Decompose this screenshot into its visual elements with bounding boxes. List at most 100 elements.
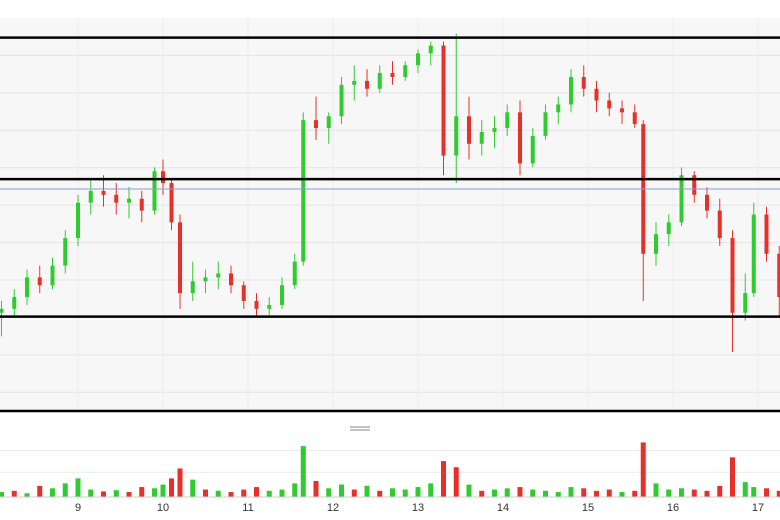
candle-body (467, 116, 471, 144)
volume-bar (377, 490, 383, 497)
candle (679, 167, 684, 227)
candle-body (139, 198, 144, 211)
candle-body (152, 171, 157, 211)
volume-bar (653, 483, 659, 497)
candle (12, 289, 17, 317)
volume-bar (679, 488, 684, 497)
volume-bar (742, 482, 748, 497)
candle (403, 61, 408, 81)
candle (339, 76, 344, 125)
volume-bar (215, 490, 221, 497)
volume-bar (543, 490, 548, 497)
candle (203, 269, 208, 294)
x-tick-label: 10 (157, 502, 169, 514)
candle-body (50, 265, 55, 286)
candle (717, 198, 722, 246)
volume-bar (751, 487, 757, 497)
volume-bar (160, 484, 166, 497)
x-tick-label: 17 (752, 502, 764, 514)
volume-bar (190, 479, 196, 497)
price-pane-background (0, 18, 780, 411)
volume-grid (0, 450, 780, 473)
volume-bar (169, 478, 174, 497)
x-tick-label: 11 (242, 502, 253, 514)
volume-bar (466, 484, 472, 497)
volume-bar (606, 489, 612, 497)
candle-body (705, 194, 709, 211)
candle (428, 41, 433, 66)
pane-resize-handle[interactable] (350, 426, 370, 431)
x-tick-label: 16 (667, 502, 679, 514)
candle (632, 104, 637, 129)
volume-bar (568, 487, 574, 497)
volume-bar (504, 488, 510, 497)
candle-body (730, 238, 735, 313)
candle (314, 96, 318, 140)
candle-body (632, 112, 637, 125)
candle-body (63, 238, 68, 266)
candle-body (717, 210, 722, 239)
candle-body (169, 183, 174, 223)
volume-bar (640, 442, 646, 497)
candle-body (416, 53, 420, 66)
candle-body (594, 88, 599, 101)
candle (0, 300, 4, 337)
volume-bar (50, 488, 55, 497)
candle (152, 167, 157, 215)
candle-body (241, 285, 246, 301)
candle (127, 186, 131, 219)
volume-bar (704, 490, 710, 497)
volume-bar (428, 483, 434, 497)
volume-bar (203, 489, 208, 497)
candle (114, 183, 119, 215)
candle-body (530, 135, 535, 164)
candle (416, 49, 420, 74)
candle (190, 261, 195, 301)
candle-body (556, 104, 561, 113)
candle (654, 222, 658, 266)
volume-bar (581, 488, 587, 497)
candle (76, 194, 80, 246)
candle-body (607, 100, 612, 109)
candle-body (292, 261, 297, 286)
volume-bar (415, 487, 421, 497)
candle (241, 281, 246, 309)
volume-bar (37, 485, 43, 497)
candle-body (751, 214, 756, 294)
candle-body (267, 304, 272, 309)
candle (365, 69, 369, 97)
volume-bar (300, 446, 306, 497)
candle (479, 120, 484, 156)
volume-bar (11, 490, 17, 497)
candle (292, 253, 297, 290)
candle (492, 116, 497, 148)
candle (556, 96, 561, 125)
candle-body (505, 112, 510, 129)
x-axis: 9 10 11 12 13 14 15 16 17 (75, 502, 764, 514)
volume-bar (75, 478, 81, 497)
candle (569, 69, 573, 113)
volume-bar (326, 488, 332, 497)
candle (467, 96, 471, 160)
volume-bar (492, 489, 497, 497)
candle-body (326, 116, 331, 129)
candle (751, 202, 756, 298)
x-tick-label: 15 (582, 502, 594, 514)
volume-bar (88, 489, 94, 497)
candle-body (127, 198, 131, 203)
candle (169, 179, 174, 231)
candle (543, 104, 548, 140)
volume-bar (730, 457, 735, 497)
candle-body (37, 277, 42, 286)
candle-body (101, 190, 106, 195)
candle-body (190, 281, 195, 294)
candle-body (390, 73, 395, 77)
volume-bar (62, 483, 68, 497)
candle (25, 269, 29, 305)
candle (88, 179, 93, 215)
candle (352, 65, 357, 101)
volume-bar (666, 489, 672, 497)
candle (101, 175, 106, 207)
